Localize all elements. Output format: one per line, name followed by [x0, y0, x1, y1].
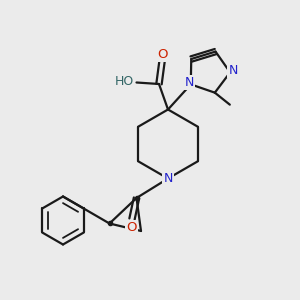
Text: O: O: [126, 221, 137, 234]
Text: N: N: [228, 64, 238, 77]
Text: O: O: [157, 47, 168, 61]
Text: N: N: [163, 172, 173, 185]
Text: N: N: [184, 76, 194, 89]
Text: HO: HO: [114, 74, 134, 88]
